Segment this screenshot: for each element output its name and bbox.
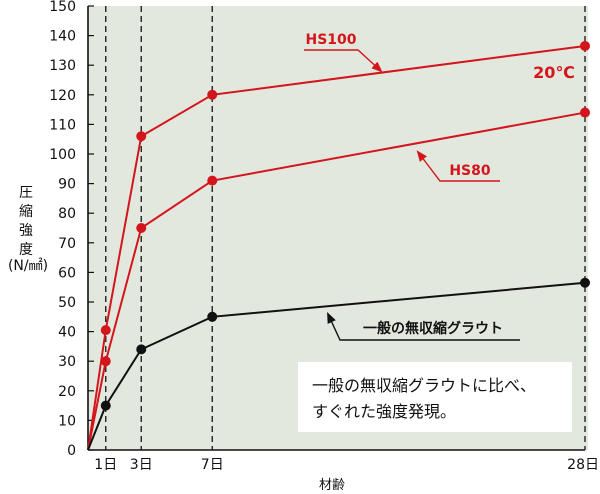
y-tick-label: 150 [49,0,76,15]
y-tick-labels: 0 10 20 30 40 50 60 70 80 90 100 110 120 130 140 150 [49,0,76,459]
hs80-callout-arrow [416,150,500,182]
series-group [87,40,590,451]
data-point [580,40,590,51]
note-box: 一般の無収縮グラウトに比べ、 すぐれた強度発現。 [298,362,572,432]
y-tick-label: 70 [58,236,76,252]
data-point [207,311,218,322]
data-point [100,325,111,336]
data-point [207,175,218,186]
y-tick-label: 120 [49,88,76,104]
hs80-label: HS80 [449,163,491,179]
data-point [580,107,590,118]
note-line-1: 一般の無収縮グラウトに比べ、 [312,376,536,395]
y-tick-label: 20 [58,384,76,400]
condition-label: 20℃ [533,63,575,82]
data-point [136,344,147,355]
y-axis-label-char: 度 [19,242,33,258]
y-tick-label: 100 [49,147,76,163]
y-tick-label: 10 [58,413,76,429]
y-axis-unit: (N/㎟) [8,258,48,274]
y-tick-label: 130 [49,58,76,74]
y-tick-label: 50 [58,295,76,311]
y-tick-label: 80 [58,206,76,222]
y-tick-label: 60 [58,265,76,281]
hs100-callout-arrow [304,49,383,73]
y-tick-label: 40 [58,325,76,341]
y-axis-label-char: 強 [19,223,33,239]
series-annotations: HS100 HS80 一般の無収縮グラウト [304,32,520,341]
x-axis-label: 材齢 [319,478,345,493]
hs100-label: HS100 [305,32,356,48]
x-tick-label: 7日 [201,457,224,473]
general-grout-label: 一般の無収縮グラウト [363,320,503,337]
y-axis-label-char: 圧 [19,185,33,201]
data-point [580,277,590,288]
data-point [136,223,147,233]
axes [87,5,585,451]
data-point [100,400,111,411]
data-point [136,131,147,142]
y-axis-label-char: 縮 [19,204,33,220]
data-point [100,356,111,367]
x-tick-label: 3日 [130,457,153,473]
y-tick-label: 90 [58,177,76,193]
y-tick-label: 0 [67,443,76,459]
x-tick-label: 1日 [94,457,117,473]
y-tick-label: 140 [49,29,76,45]
y-tick-label: 30 [58,354,76,370]
x-tick-labels: 1日 3日 7日 28日 [94,457,599,473]
x-tick-label: 28日 [567,457,599,473]
y-tick-label: 110 [49,117,76,133]
data-point [207,89,218,100]
general-grout-callout-arrow [327,311,520,341]
note-line-2: すぐれた強度発現。 [312,402,456,421]
